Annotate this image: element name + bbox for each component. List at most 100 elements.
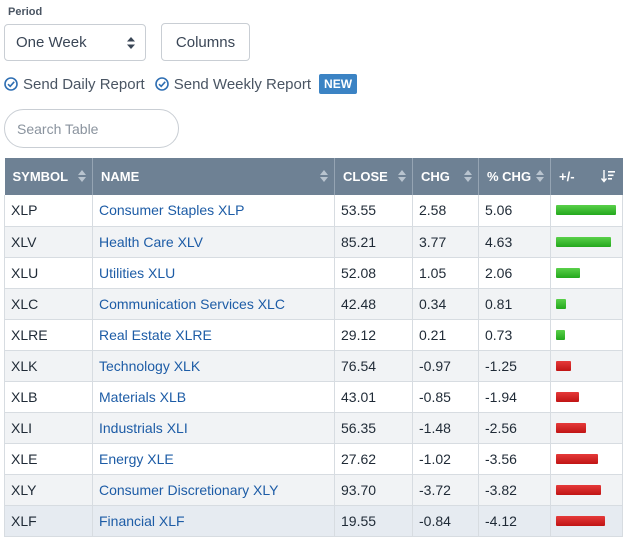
period-label: Period [8, 6, 43, 18]
positive-change-bar [556, 267, 581, 278]
cell-chg: 0.34 [412, 288, 479, 320]
negative-change-bar [556, 422, 587, 433]
cell-chg: -0.84 [412, 505, 479, 537]
header-pct-chg-label: % CHG [487, 169, 532, 184]
sort-icon [320, 170, 328, 182]
weekly-report-checkbox[interactable]: Send Weekly Report [154, 75, 312, 93]
header-chg[interactable]: CHG [412, 158, 479, 195]
cell-change-bar [550, 474, 623, 506]
cell-pct-chg: -1.94 [478, 381, 551, 413]
cell-symbol: XLY [4, 474, 93, 506]
cell-close: 85.21 [334, 226, 413, 258]
cell-close: 76.54 [334, 350, 413, 382]
header-name-label: NAME [101, 169, 140, 184]
sort-icon [464, 170, 472, 182]
cell-symbol: XLB [4, 381, 93, 413]
sort-icon [536, 170, 544, 182]
cell-name-link[interactable]: Industrials XLI [92, 412, 335, 444]
cell-symbol: XLE [4, 443, 93, 475]
cell-symbol: XLRE [4, 319, 93, 351]
cell-chg: -0.97 [412, 350, 479, 382]
header-plus-minus[interactable]: +/- [550, 158, 623, 195]
table-row: XLK Technology XLK 76.54 -0.97 -1.25 [4, 350, 623, 382]
cell-close: 56.35 [334, 412, 413, 444]
negative-change-bar [556, 453, 599, 464]
cell-symbol: XLK [4, 350, 93, 382]
table-row: XLV Health Care XLV 85.21 3.77 4.63 [4, 226, 623, 258]
cell-symbol: XLU [4, 257, 93, 289]
checkmark-circle-icon [154, 77, 169, 91]
cell-name-link[interactable]: Technology XLK [92, 350, 335, 382]
cell-chg: 1.05 [412, 257, 479, 289]
cell-name-link[interactable]: Energy XLE [92, 443, 335, 475]
cell-change-bar [550, 257, 623, 289]
table-row: XLC Communication Services XLC 42.48 0.34 0.… [4, 288, 623, 320]
daily-report-label: Send Daily Report [23, 75, 145, 93]
cell-close: 29.12 [334, 319, 413, 351]
cell-close: 42.48 [334, 288, 413, 320]
cell-chg: -1.02 [412, 443, 479, 475]
cell-change-bar [550, 381, 623, 413]
negative-change-bar [556, 484, 602, 495]
cell-name-link[interactable]: Consumer Staples XLP [92, 195, 335, 227]
cell-symbol: XLC [4, 288, 93, 320]
header-close-label: CLOSE [343, 169, 388, 184]
cell-close: 27.62 [334, 443, 413, 475]
header-symbol[interactable]: SYMBOL [4, 158, 93, 195]
positive-change-bar [556, 205, 616, 215]
period-selected-value: One Week [16, 34, 87, 51]
table-row: XLI Industrials XLI 56.35 -1.48 -2.56 [4, 412, 623, 444]
cell-name-link[interactable]: Materials XLB [92, 381, 335, 413]
new-badge: NEW [319, 74, 358, 94]
weekly-report-label: Send Weekly Report [173, 75, 312, 93]
cell-pct-chg: 0.73 [478, 319, 551, 351]
cell-name-link[interactable]: Financial XLF [92, 505, 335, 537]
cell-change-bar [550, 412, 623, 444]
cell-pct-chg: -3.82 [478, 474, 551, 506]
cell-name-link[interactable]: Utilities XLU [92, 257, 335, 289]
cell-chg: -3.72 [412, 474, 479, 506]
cell-close: 52.08 [334, 257, 413, 289]
cell-change-bar [550, 226, 623, 258]
cell-close: 93.70 [334, 474, 413, 506]
cell-pct-chg: 5.06 [478, 195, 551, 227]
search-table-input[interactable] [4, 109, 179, 148]
table-row: XLB Materials XLB 43.01 -0.85 -1.94 [4, 381, 623, 413]
header-plus-minus-label: +/- [559, 169, 575, 184]
cell-pct-chg: 2.06 [478, 257, 551, 289]
cell-name-link[interactable]: Consumer Discretionary XLY [92, 474, 335, 506]
negative-change-bar [556, 515, 605, 526]
table-header-row: SYMBOL NAME CLOSE CHG % CHG +/- [4, 158, 623, 195]
cell-symbol: XLP [4, 195, 93, 227]
cell-chg: 3.77 [412, 226, 479, 258]
sort-icon [78, 170, 86, 182]
daily-report-checkbox[interactable]: Send Daily Report [4, 76, 145, 93]
cell-name-link[interactable]: Real Estate XLRE [92, 319, 335, 351]
table-row: XLY Consumer Discretionary XLY 93.70 -3.72-… [4, 474, 623, 506]
sort-icon [398, 170, 406, 182]
cell-pct-chg: -2.56 [478, 412, 551, 444]
positive-change-bar [556, 236, 611, 247]
positive-change-bar [556, 329, 565, 340]
period-select[interactable]: One Week [4, 24, 146, 61]
cell-chg: 0.21 [412, 319, 479, 351]
cell-pct-chg: -4.12 [478, 505, 551, 537]
header-name[interactable]: NAME [92, 158, 335, 195]
table-row: XLF Financial XLF 19.55 -0.84 -4.12 [4, 505, 623, 537]
header-close[interactable]: CLOSE [334, 158, 413, 195]
positive-change-bar [556, 298, 566, 309]
cell-name-link[interactable]: Health Care XLV [92, 226, 335, 258]
cell-chg: -0.85 [412, 381, 479, 413]
checkmark-circle-icon [4, 77, 18, 91]
negative-change-bar [556, 360, 571, 371]
columns-button[interactable]: Columns [161, 23, 250, 61]
cell-pct-chg: 0.81 [478, 288, 551, 320]
header-pct-chg[interactable]: % CHG [478, 158, 551, 195]
cell-change-bar [550, 195, 623, 227]
table-row: XLU Utilities XLU 52.08 1.05 2.06 [4, 257, 623, 289]
cell-name-link[interactable]: Communication Services XLC [92, 288, 335, 320]
sector-table: SYMBOL NAME CLOSE CHG % CHG +/- XLP Consu… [4, 158, 623, 537]
cell-change-bar [550, 350, 623, 382]
sort-descending-icon [600, 170, 615, 183]
cell-close: 19.55 [334, 505, 413, 537]
